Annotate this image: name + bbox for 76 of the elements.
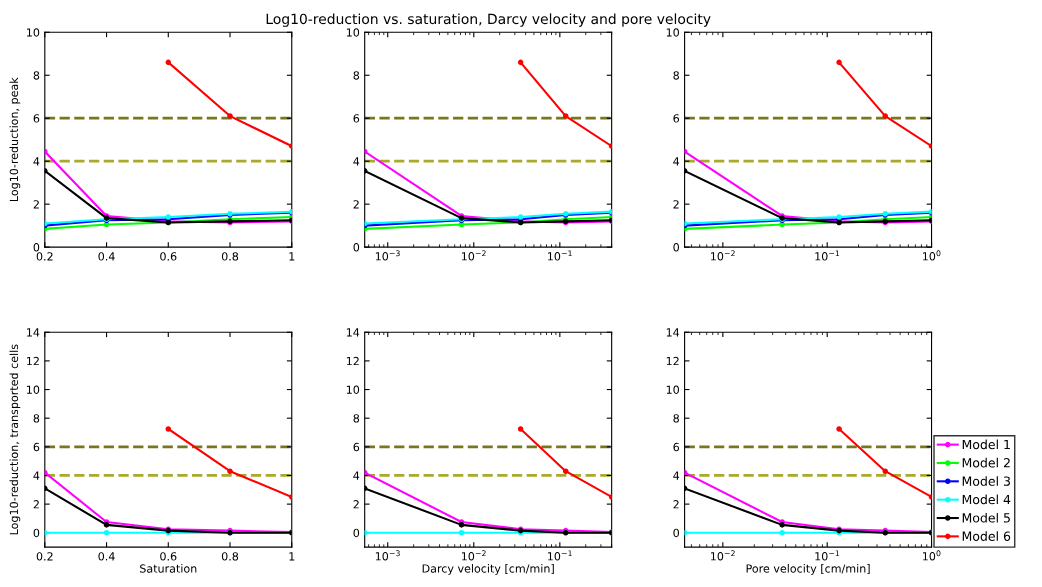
y-tick-label: 4 bbox=[33, 157, 40, 166]
y-tick-label: 2 bbox=[353, 200, 359, 209]
x-tick-label: 10$^{−1}$ bbox=[815, 250, 840, 261]
x-tick-label: 0.2 bbox=[36, 252, 53, 261]
x-axis-title: Darcy velocity [cm/min] bbox=[422, 564, 554, 575]
y-tick-label: 10 bbox=[27, 28, 40, 37]
x-tick-label: 0.4 bbox=[98, 252, 115, 261]
y-tick-label: 10 bbox=[346, 385, 360, 394]
y-tick-label: 4 bbox=[33, 471, 40, 480]
x-tick-label: 0.4 bbox=[98, 552, 115, 561]
y-tick-label: 14 bbox=[346, 328, 360, 337]
y-tick-label: 8 bbox=[353, 71, 360, 80]
x-tick-label: 1 bbox=[289, 552, 295, 561]
y-tick-label: 10 bbox=[346, 28, 360, 37]
x-tick-label: 10$^{−1}$ bbox=[815, 550, 840, 561]
y-tick-label: 10 bbox=[666, 28, 679, 37]
y-tick-label: 14 bbox=[27, 328, 40, 337]
y-tick-label: 8 bbox=[673, 71, 679, 80]
x-tick-label: 10$^{−2}$ bbox=[461, 550, 486, 561]
y-tick-label: 6 bbox=[33, 114, 40, 123]
y-tick-label: 6 bbox=[673, 442, 680, 452]
x-tick-label: 10$^{0}$ bbox=[922, 550, 941, 561]
y-tick-label: 12 bbox=[27, 356, 39, 366]
x-tick-label: 10$^{−2}$ bbox=[711, 550, 735, 561]
x-tick-label: 0.6 bbox=[160, 552, 177, 561]
y-tick-label: 12 bbox=[666, 356, 679, 366]
y-tick-label: 2 bbox=[353, 500, 359, 509]
chart-title: Log10-reduction vs. saturation, Darcy velocity and pore velocity bbox=[266, 13, 711, 27]
y-tick-label: 12 bbox=[346, 356, 359, 366]
y-tick-label: 0 bbox=[353, 528, 360, 538]
x-tick-label: 0.8 bbox=[221, 552, 239, 561]
y-tick-label: 6 bbox=[353, 114, 360, 123]
y-axis-title: Log10-reduction, transported cells bbox=[9, 344, 21, 535]
y-tick-label: 8 bbox=[33, 71, 40, 80]
y-tick-label: 8 bbox=[33, 414, 40, 423]
y-tick-label: 4 bbox=[673, 157, 680, 166]
x-tick-label: 0.8 bbox=[221, 252, 239, 261]
x-axis-title: Pore velocity [cm/min] bbox=[746, 564, 870, 575]
y-axis-title: Log10-reduction, peak bbox=[9, 77, 21, 202]
y-tick-label: 8 bbox=[673, 414, 679, 423]
y-tick-label: 4 bbox=[673, 471, 680, 480]
y-tick-label: 2 bbox=[33, 500, 39, 509]
x-axis-title: Saturation bbox=[140, 564, 197, 573]
x-tick-label: 10$^{−2}$ bbox=[461, 250, 486, 261]
x-tick-label: 10$^{0}$ bbox=[922, 250, 941, 261]
y-tick-label: 2 bbox=[33, 200, 39, 209]
legend-label: Model 6 bbox=[962, 531, 1011, 541]
x-tick-label: 10$^{−2}$ bbox=[711, 250, 735, 261]
legend-label: Model 2 bbox=[962, 457, 1010, 468]
legend-label: Model 4 bbox=[962, 494, 1011, 505]
y-tick-label: 0 bbox=[673, 528, 679, 538]
y-tick-label: 4 bbox=[353, 157, 360, 166]
y-tick-label: 2 bbox=[673, 500, 679, 509]
y-tick-label: 0 bbox=[673, 243, 679, 252]
legend-label: Model 1 bbox=[962, 439, 1010, 450]
y-tick-label: 0 bbox=[33, 528, 40, 538]
y-tick-label: 0 bbox=[353, 243, 360, 252]
x-tick-label: 1 bbox=[289, 252, 295, 261]
y-tick-label: 0 bbox=[33, 243, 40, 252]
y-tick-label: 2 bbox=[673, 200, 679, 209]
x-tick-label: 10$^{−1}$ bbox=[548, 250, 572, 261]
y-tick-label: 6 bbox=[33, 442, 40, 452]
y-tick-label: 4 bbox=[353, 471, 360, 480]
legend-label: Model 5 bbox=[962, 512, 1010, 523]
x-tick-label: 10$^{−1}$ bbox=[548, 550, 572, 561]
x-tick-label: 0.2 bbox=[36, 552, 53, 561]
y-tick-label: 14 bbox=[666, 328, 680, 337]
x-tick-label: 10$^{−3}$ bbox=[375, 250, 400, 261]
legend-label: Model 3 bbox=[962, 476, 1010, 486]
y-tick-label: 8 bbox=[353, 414, 360, 423]
y-tick-label: 10 bbox=[666, 385, 679, 394]
x-tick-label: 0.6 bbox=[160, 252, 177, 261]
y-tick-label: 10 bbox=[27, 385, 40, 394]
x-tick-label: 10$^{−3}$ bbox=[375, 550, 400, 561]
y-tick-label: 6 bbox=[353, 442, 360, 452]
y-tick-label: 6 bbox=[673, 114, 680, 123]
